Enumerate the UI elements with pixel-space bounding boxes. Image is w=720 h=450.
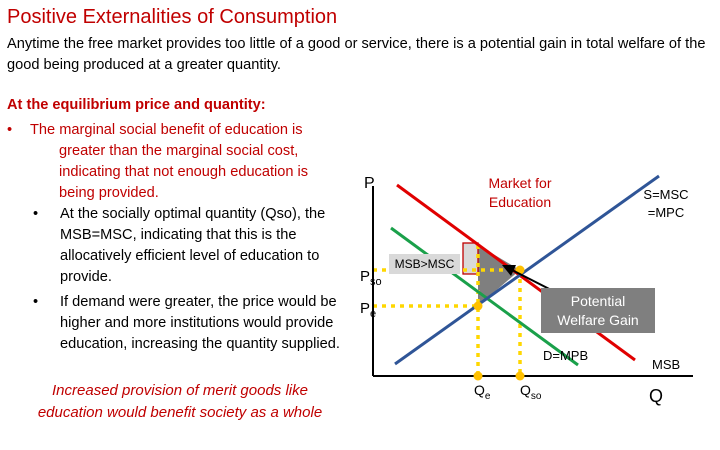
bullet-3-line-3: education, increasing the quantity suppl… — [60, 336, 340, 352]
welfare-gain-line-2: Welfare Gain — [557, 312, 639, 328]
supply-label: S=MSC =MPC — [636, 186, 696, 222]
qty-so-main: Q — [520, 382, 531, 398]
welfare-gain-box — [541, 288, 655, 333]
msb-label: MSB — [652, 357, 681, 372]
market-label: Market for Education — [470, 174, 570, 212]
axis-x-label: Q — [649, 386, 664, 406]
axis-y-label: P — [364, 175, 375, 192]
equilibrium-point — [473, 301, 483, 311]
bullet-2-line-1: At the socially optimal quantity (Qso), … — [60, 206, 326, 222]
bullet-dot-icon: • — [33, 294, 39, 310]
page-title: Positive Externalities of Consumption — [7, 6, 338, 28]
price-so-sub: so — [370, 276, 382, 288]
supply-label-line-1: S=MSC — [643, 187, 689, 202]
demand-curve — [390, 226, 579, 367]
qty-so-label: Qso — [520, 382, 541, 402]
msb-gt-msc-bracket — [462, 242, 479, 275]
supply-label-line-2: =MPC — [647, 205, 685, 220]
footer-line-1: Increased provision of merit goods like — [52, 382, 308, 399]
footer-line-2: education would benefit society as a who… — [37, 404, 323, 421]
bullet-2-line-3: allocatively efficient level of educatio… — [60, 248, 320, 264]
msb-gt-msc-label: MSB>MSC — [394, 257, 455, 271]
bullet-1-line-3: indicating that not enough education is — [59, 164, 309, 180]
msb-gt-msc-box — [389, 254, 460, 274]
arrow-head-icon — [502, 265, 516, 276]
footer-note: Increased provision of merit goods like … — [0, 380, 360, 424]
intro-paragraph: Anytime the free market provides too lit… — [7, 36, 706, 73]
welfare-gain-label: Potential Welfare Gain — [541, 292, 655, 330]
price-e-label: Pe — [360, 300, 376, 320]
bullet-2-line-4: provide. — [60, 269, 112, 285]
demand-label: D=MPB — [543, 348, 589, 363]
bullet-dot-icon: • — [33, 206, 39, 222]
q-e-point — [473, 371, 483, 381]
welfare-gain-line-1: Potential — [570, 293, 626, 309]
bullet-dot-icon: • — [7, 122, 13, 138]
equilibrium-heading: At the equilibrium price and quantity: — [7, 97, 266, 113]
market-label-line-1: Market for — [488, 175, 552, 191]
price-so-main: P — [360, 268, 371, 285]
supply-curve — [394, 174, 660, 366]
price-e-sub: e — [370, 308, 377, 320]
price-so-label: Pso — [360, 268, 382, 288]
qty-e-sub: e — [484, 390, 491, 402]
price-e-main: P — [360, 300, 371, 317]
bullet-1-line-1: The marginal social benefit of education… — [30, 122, 303, 138]
market-label-line-2: Education — [488, 194, 552, 210]
welfare-gain-triangle — [478, 245, 520, 306]
bullet-2-line-2: MSB=MSC, indicating that this is the — [60, 227, 297, 243]
qty-e-label: Qe — [474, 382, 490, 402]
bullet-1-line-2: greater than the marginal social cost, — [59, 143, 299, 159]
qty-so-sub: so — [530, 390, 542, 402]
q-so-point — [515, 371, 525, 381]
bullet-3-line-1: If demand were greater, the price would … — [60, 294, 337, 310]
qty-e-main: Q — [474, 382, 485, 398]
bullet-3-line-2: higher and more institutions would provi… — [60, 315, 334, 331]
bullet-1-line-4: being provided. — [59, 185, 159, 201]
